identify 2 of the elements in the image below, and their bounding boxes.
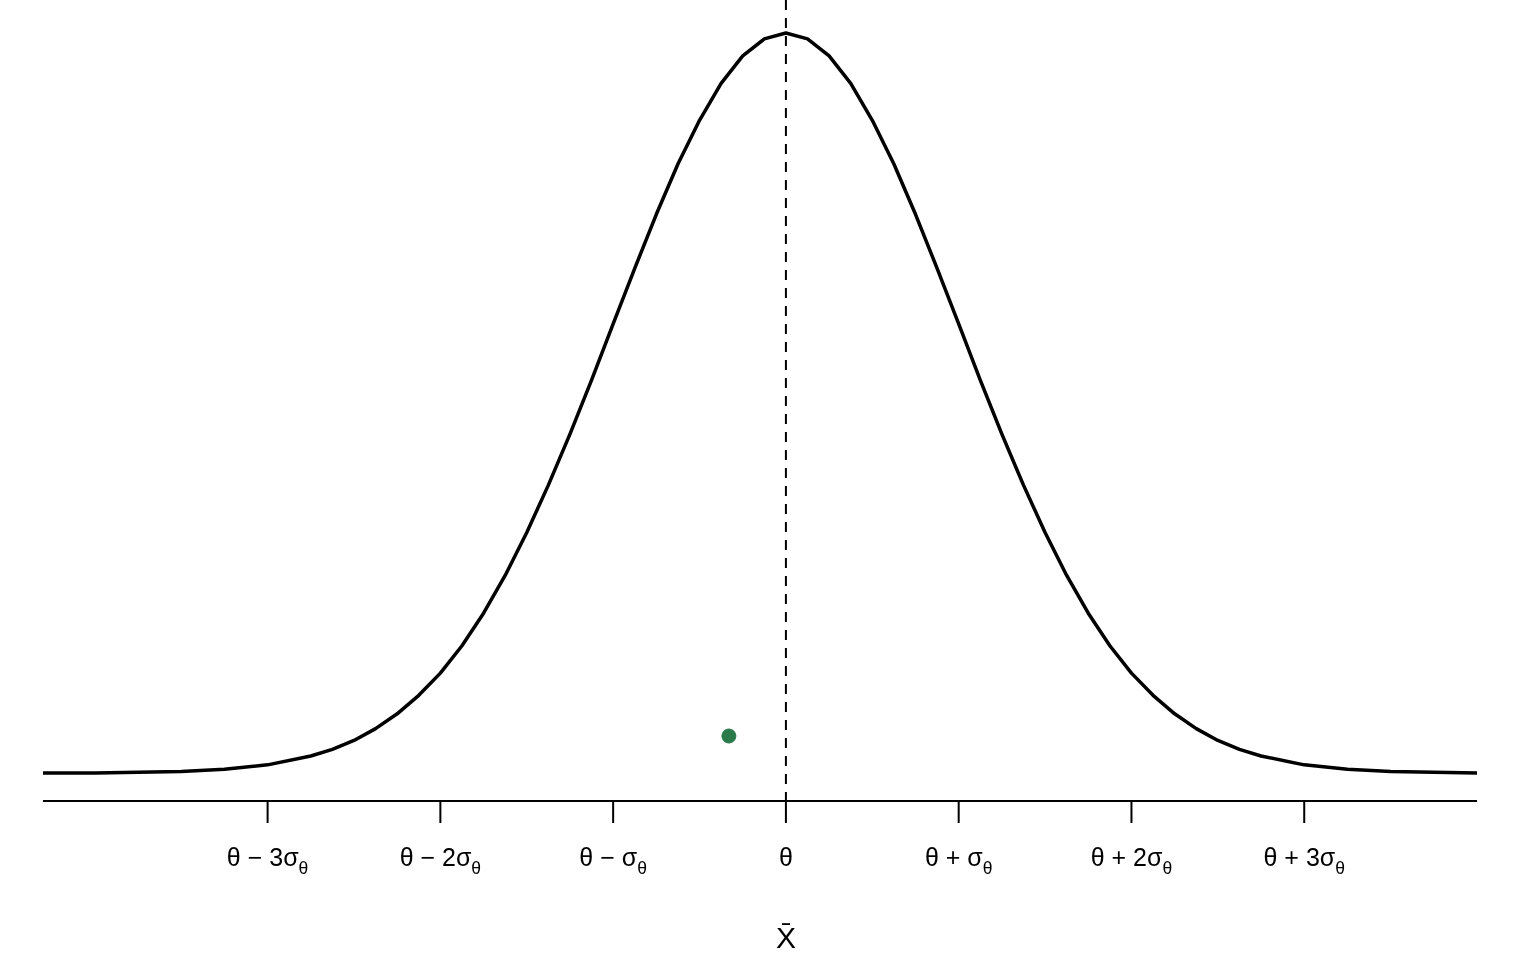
x-tick-label: θ <box>778 843 793 871</box>
x-axis-title: X̄ <box>775 921 796 954</box>
